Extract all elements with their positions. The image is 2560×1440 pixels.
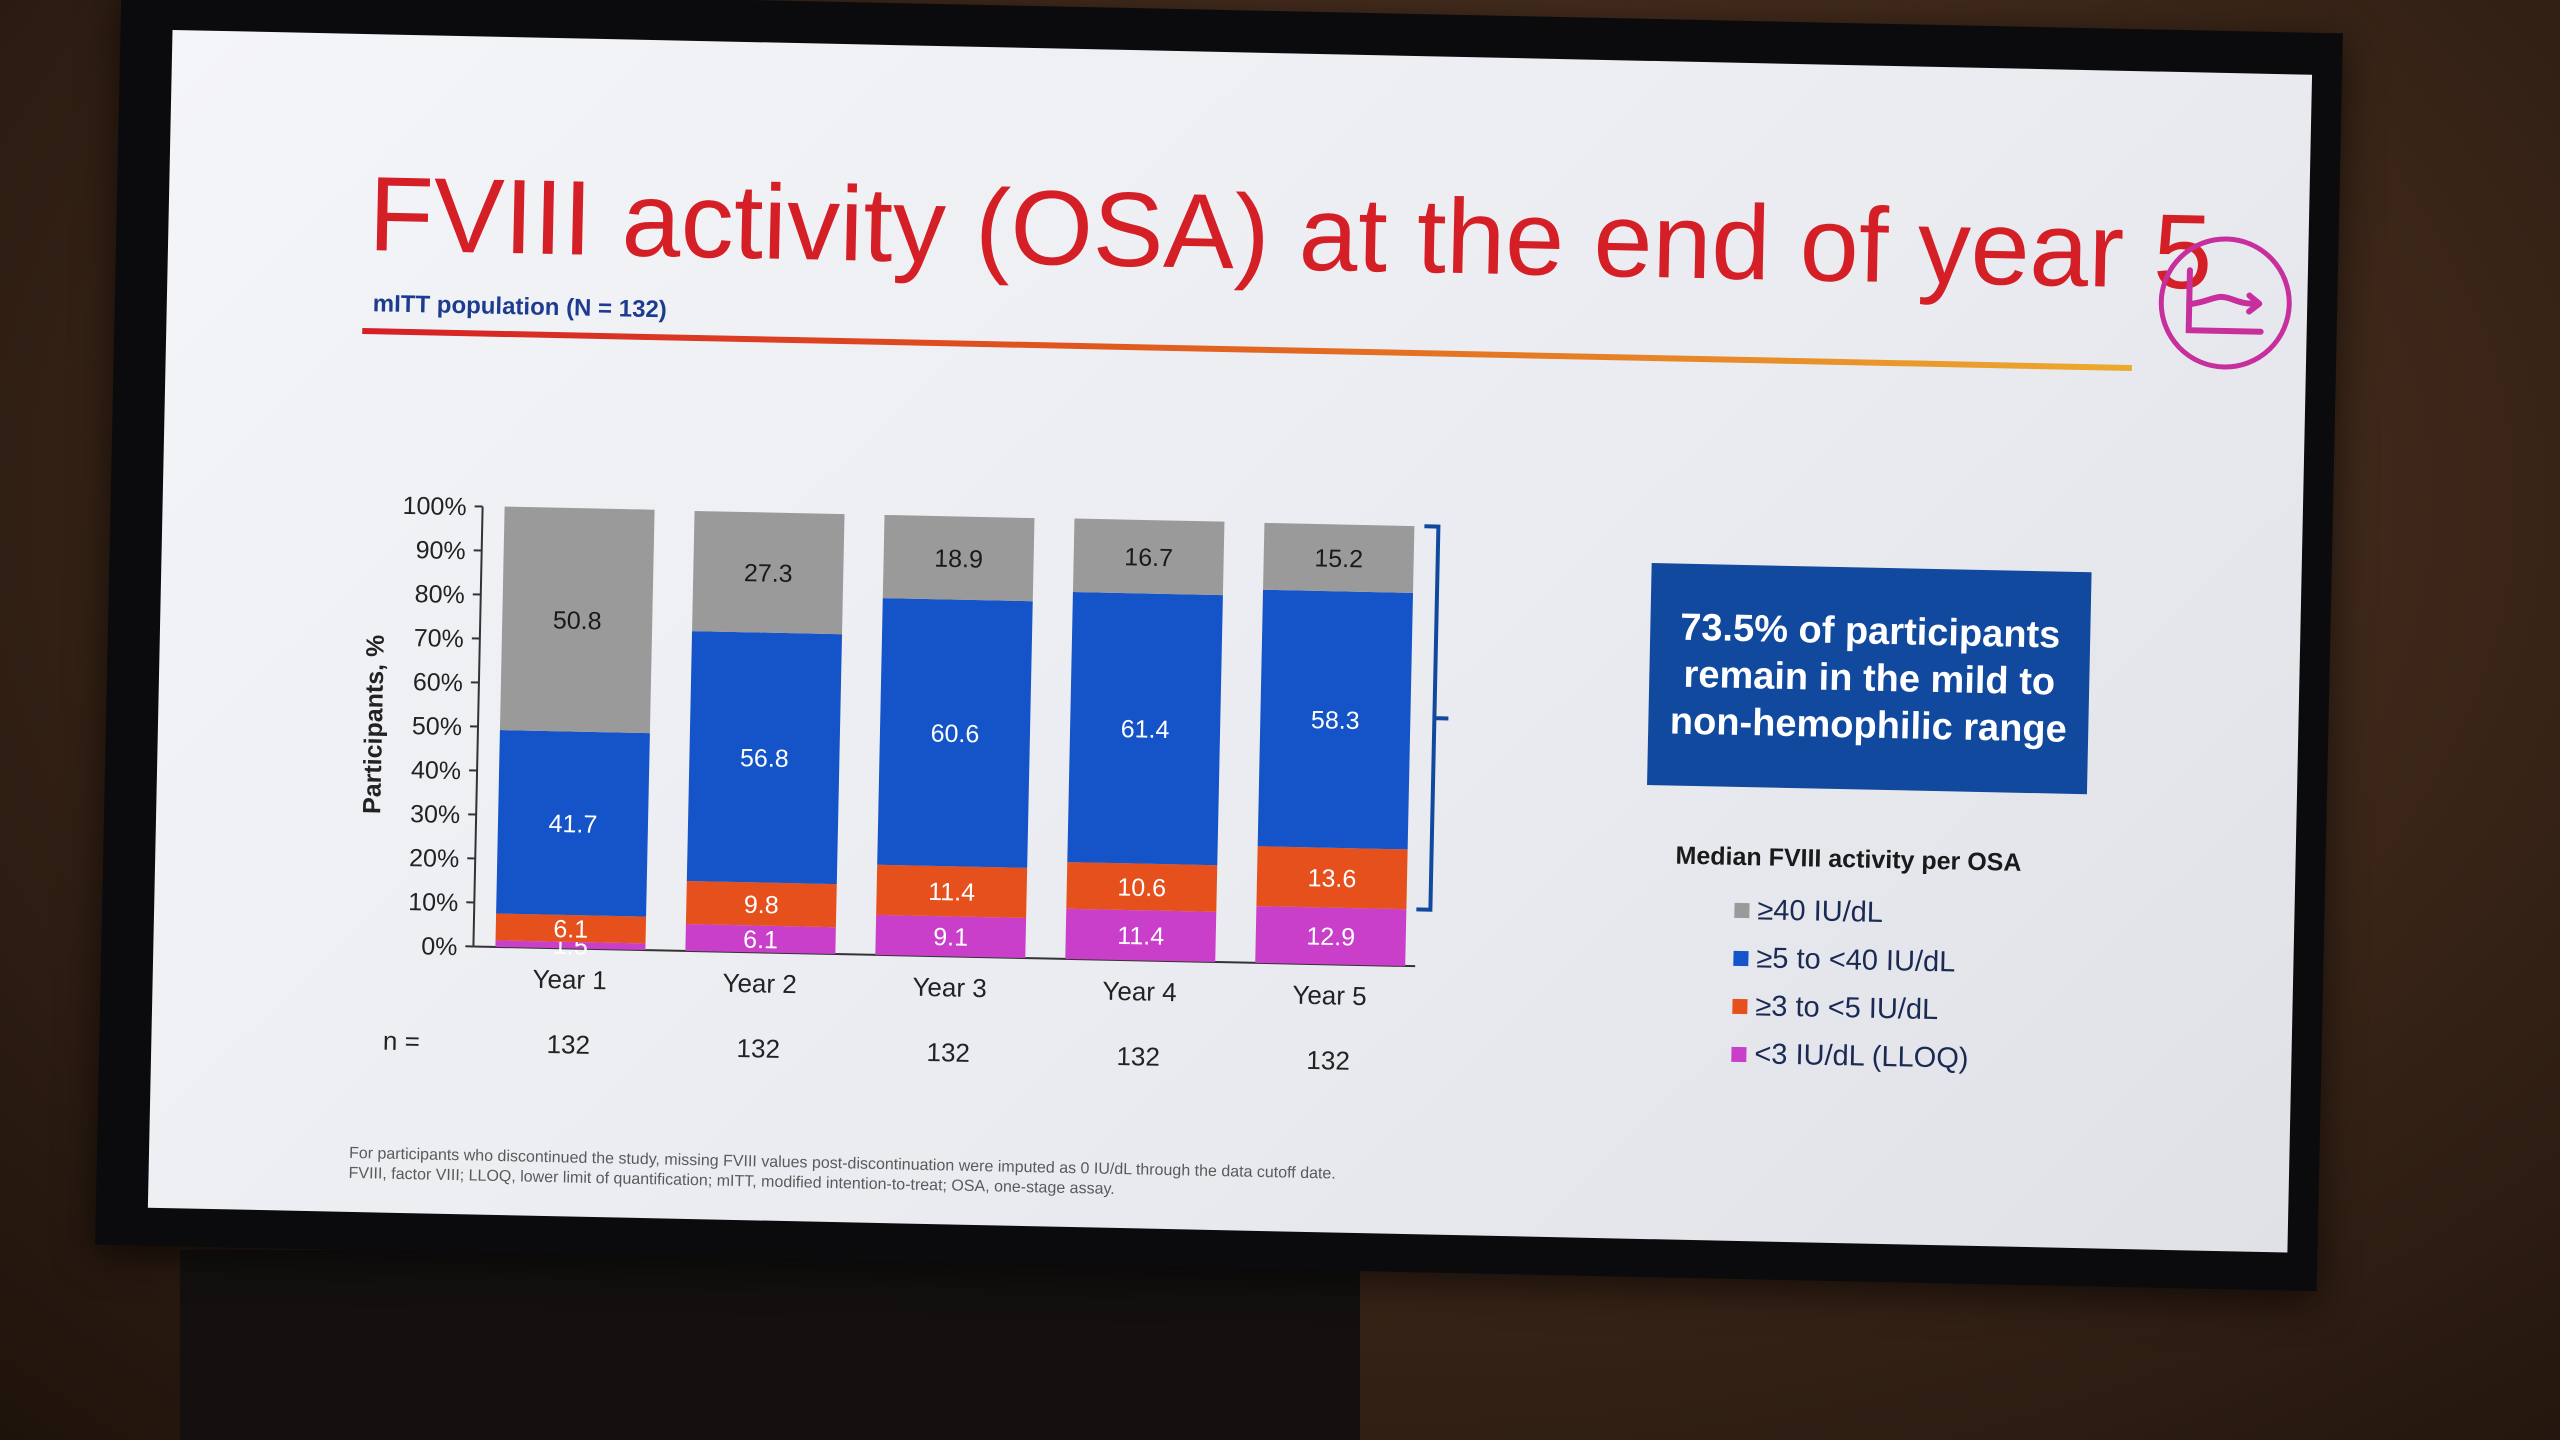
x-tick-label: Year 1: [532, 964, 607, 996]
slide-subtitle: mITT population (N = 132): [372, 290, 668, 324]
bracket: [1416, 524, 1449, 912]
bar-segment: [495, 913, 647, 944]
monitor-stand: [180, 1250, 1360, 1440]
y-axis-label: Participants, %: [358, 634, 390, 814]
bar-segment: [1072, 518, 1225, 596]
y-tick-label: 50%: [412, 712, 463, 741]
bar-segment: [692, 510, 845, 635]
y-tick-label: 80%: [414, 580, 465, 609]
x-tick-label: Year 4: [1102, 976, 1177, 1008]
bar-segment: [499, 506, 655, 734]
bar-segment: [882, 514, 1035, 602]
legend-item-ge40: ≥40 IU/dL: [1734, 886, 2155, 943]
x-tick-label: Year 5: [1292, 980, 1367, 1012]
stacked-bar-chart: 0% 10% 20% 30% 40% 50% 60% 70% 80% 90% 100% Partici…: [358, 492, 1449, 1076]
bar-segment: [877, 598, 1033, 868]
data-label: 11.4: [928, 878, 975, 907]
legend-title: Median FVIII activity per OSA: [1675, 841, 2022, 877]
callout-box: 73.5% of participants remain in the mild…: [1647, 563, 2092, 795]
data-label: 61.4: [1120, 715, 1169, 744]
bar-segment: [875, 914, 1027, 959]
legend-label: ≥40 IU/dL: [1757, 893, 1884, 929]
data-label: 9.1: [933, 923, 968, 952]
bar-segment: [686, 631, 843, 885]
legend-label: ≥5 to <40 IU/dL: [1756, 941, 1956, 978]
data-label: 41.7: [548, 810, 597, 839]
y-tick-label: 30%: [410, 800, 461, 829]
y-tick-label: 0%: [421, 932, 458, 961]
data-label: 18.9: [934, 545, 983, 574]
bar-segment: [1067, 591, 1223, 866]
y-tick-label: 20%: [409, 844, 460, 873]
bar-segment: [1257, 589, 1414, 850]
data-label: 15.2: [1314, 544, 1363, 573]
y-tick-label: 10%: [408, 888, 459, 917]
data-label: 12.9: [1306, 923, 1355, 952]
y-tick-label: 70%: [414, 624, 465, 653]
legend-label: <3 IU/dL (LLOQ): [1754, 1037, 1969, 1075]
x-tick-label: Year 2: [722, 968, 797, 1000]
y-tick-label: 40%: [411, 756, 462, 785]
slide-title: FVIII activity (OSA) at the end of year …: [367, 155, 2214, 312]
x-tick-label: Year 3: [912, 972, 987, 1004]
bar-segment: [1256, 846, 1408, 910]
n-value: 132: [546, 1029, 590, 1060]
bar-segment: [685, 924, 836, 955]
legend-swatch: [1733, 950, 1749, 966]
chart-line-arrow-icon: [2158, 236, 2292, 370]
monitor-frame: FVIII activity (OSA) at the end of year …: [95, 0, 2343, 1292]
data-label: 16.7: [1124, 543, 1173, 572]
slide: FVIII activity (OSA) at the end of year …: [147, 29, 2313, 1253]
n-value: 132: [926, 1037, 970, 1068]
n-value: 132: [1116, 1041, 1160, 1072]
data-label: 9.8: [744, 891, 779, 920]
n-value: 132: [1306, 1045, 1350, 1076]
legend-label: ≥3 to <5 IU/dL: [1755, 989, 1939, 1026]
bar-segment: [1066, 862, 1218, 912]
bar-segment: [1263, 522, 1415, 593]
data-label: 6.1: [743, 926, 778, 955]
data-label: 50.8: [553, 606, 602, 635]
title-divider: [362, 327, 2132, 372]
bar-segment: [876, 864, 1028, 918]
data-label: 6.1: [553, 915, 588, 944]
data-label: 56.8: [740, 744, 789, 773]
n-value: 132: [736, 1033, 780, 1064]
legend-item-lt3: <3 IU/dL (LLOQ): [1731, 1030, 2152, 1087]
bar-segment: [1255, 906, 1407, 966]
chart-legend: Median FVIII activity per OSA ≥40 IU/dL …: [1671, 842, 2156, 1087]
legend-swatch: [1732, 998, 1748, 1014]
y-tick-label: 60%: [413, 668, 464, 697]
legend-item-5-to-40: ≥5 to <40 IU/dL: [1733, 934, 2154, 991]
bar-segment: [496, 730, 650, 917]
data-label: 11.4: [1117, 922, 1164, 951]
data-label: 60.6: [930, 719, 979, 748]
bar-segment: [685, 880, 837, 928]
y-tick-label: 100%: [402, 492, 467, 521]
legend-swatch: [1734, 902, 1750, 918]
legend-swatch: [1731, 1046, 1747, 1062]
y-tick-label: 90%: [415, 536, 466, 565]
data-label: 27.3: [744, 559, 793, 588]
data-label: 13.6: [1307, 864, 1356, 893]
data-label: 58.3: [1311, 706, 1360, 735]
bar-segment: [1065, 908, 1217, 962]
data-label: 10.6: [1117, 873, 1166, 902]
n-row-label: n =: [383, 1026, 420, 1057]
bar-segment: [495, 940, 646, 951]
legend-item-3-to-5: ≥3 to <5 IU/dL: [1732, 982, 2153, 1039]
